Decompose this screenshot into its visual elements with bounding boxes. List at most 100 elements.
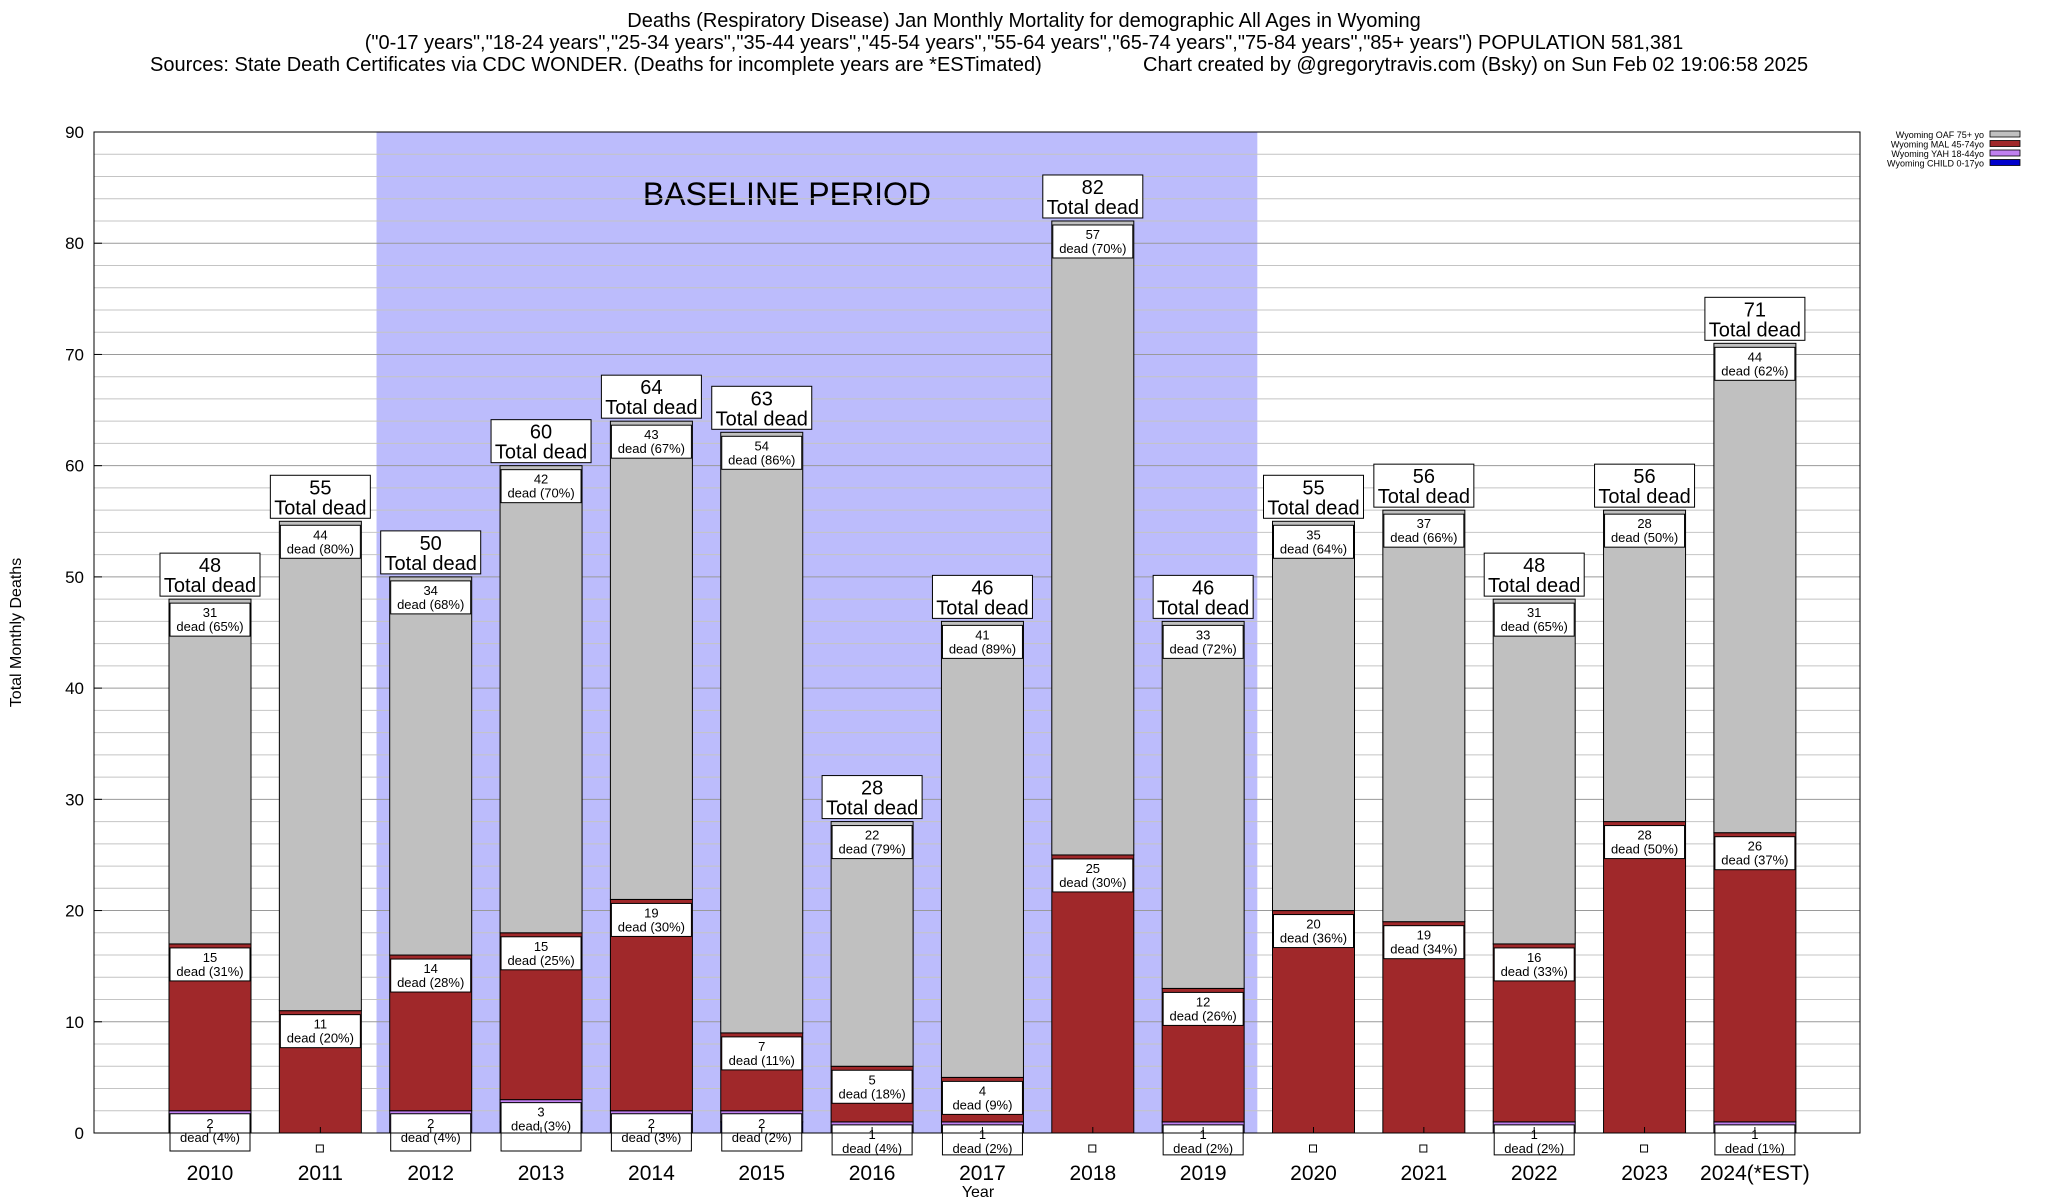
data-label-pct-middle-age: dead (30%) — [1059, 875, 1126, 890]
total-label-suffix: Total dead — [1378, 486, 1470, 508]
total-label-box — [931, 574, 1033, 619]
data-label-box-middle-age — [1714, 836, 1796, 871]
y-tick-label: 10 — [65, 1013, 84, 1032]
data-label-value-older: 44 — [313, 527, 327, 542]
data-label-box-middle-age — [390, 958, 472, 993]
data-label-value-older: 43 — [644, 427, 658, 442]
total-label-box — [380, 530, 482, 575]
data-label-box-older — [610, 424, 692, 459]
x-tick-label: 2023 — [1621, 1162, 1668, 1185]
total-label-box — [1704, 296, 1806, 341]
data-label-box-middle-age — [721, 1036, 803, 1071]
data-label-value-older: 57 — [1086, 227, 1100, 242]
data-label-box-middle-age — [1493, 947, 1575, 982]
data-label-pct-young: dead (4%) — [180, 1130, 240, 1145]
x-tick-label: 2014 — [628, 1162, 675, 1185]
data-label-value-older: 31 — [203, 605, 217, 620]
data-label-box-older — [500, 469, 582, 504]
empty-label-marker — [315, 1144, 324, 1153]
data-label-value-middle-age: 25 — [1086, 861, 1100, 876]
data-label-pct-older: dead (65%) — [1501, 619, 1568, 634]
bar-segment-older — [389, 576, 473, 956]
total-label-suffix: Total dead — [605, 397, 697, 419]
data-label-value-middle-age: 15 — [203, 950, 217, 965]
data-label-pct-middle-age: dead (34%) — [1390, 942, 1457, 957]
y-tick-label: 40 — [65, 679, 84, 698]
x-tick-label: 2016 — [849, 1162, 896, 1185]
total-label-suffix: Total dead — [1709, 319, 1801, 341]
data-label-box-middle-age — [1052, 858, 1134, 893]
data-label-value-young: 1 — [979, 1127, 986, 1142]
data-label-box-older — [721, 435, 803, 470]
chart-title: Deaths (Respiratory Disease) Jan Monthly… — [627, 10, 1421, 32]
bar-segment-older — [1051, 220, 1135, 856]
data-label-box-middle-age — [279, 1014, 361, 1049]
y-tick-label: 30 — [65, 790, 84, 809]
data-label-box-older — [831, 825, 913, 860]
data-label-box-middle-age — [831, 1069, 913, 1104]
data-label-box-middle-age — [1273, 914, 1354, 949]
total-label-value: 48 — [1523, 555, 1545, 577]
y-tick-label: 0 — [75, 1124, 84, 1143]
data-label-box-older — [1493, 602, 1575, 637]
data-label-value-older: 34 — [423, 583, 437, 598]
data-label-pct-young: dead (2%) — [732, 1130, 792, 1145]
data-label-value-middle-age: 14 — [423, 961, 437, 976]
y-tick-label: 70 — [65, 345, 84, 364]
total-label-suffix: Total dead — [274, 497, 366, 519]
x-axis-label: Year — [962, 1184, 995, 1200]
total-label-box — [1373, 463, 1475, 508]
data-label-pct-young: dead (2%) — [1504, 1141, 1564, 1156]
total-label-value: 46 — [1192, 577, 1214, 599]
data-label-pct-middle-age: dead (50%) — [1611, 842, 1678, 857]
data-label-pct-middle-age: dead (11%) — [729, 1053, 795, 1068]
total-label-suffix: Total dead — [495, 442, 587, 464]
data-label-pct-middle-age: dead (30%) — [618, 919, 685, 934]
data-label-pct-older: dead (89%) — [949, 641, 1016, 656]
data-label-value-older: 41 — [975, 627, 989, 642]
empty-label-marker — [1640, 1144, 1649, 1153]
x-tick-label: 2017 — [959, 1162, 1006, 1185]
data-label-box-older — [279, 524, 361, 559]
data-label-box-older — [169, 602, 251, 637]
data-label-box-older — [1273, 524, 1354, 559]
data-label-value-young: 1 — [868, 1127, 875, 1142]
bar-segment-older — [499, 465, 583, 934]
bar-segment-older — [1161, 620, 1245, 989]
legend-label: Wyoming MAL 45-74yo — [1891, 140, 1984, 150]
data-label-pct-young: dead (4%) — [842, 1141, 902, 1156]
x-tick-label: 2013 — [518, 1162, 565, 1185]
chart-subtitle: ("0-17 years","18-24 years","25-34 years… — [364, 32, 1684, 54]
y-tick-label: 60 — [65, 457, 84, 476]
total-label-value: 60 — [530, 422, 552, 444]
total-label-value: 48 — [199, 555, 221, 577]
total-label-box — [1152, 574, 1254, 619]
data-label-pct-older: dead (79%) — [838, 842, 905, 857]
data-label-value-middle-age: 7 — [758, 1039, 765, 1054]
data-label-box-middle-age — [169, 947, 251, 982]
total-label-suffix: Total dead — [385, 553, 477, 575]
data-label-box-middle-age — [1162, 991, 1244, 1026]
x-tick-label: 2018 — [1069, 1162, 1116, 1185]
x-tick-label: 2021 — [1400, 1162, 1447, 1185]
empty-label-marker — [1088, 1144, 1097, 1153]
total-label-suffix: Total dead — [716, 408, 808, 430]
data-label-pct-young: dead (4%) — [401, 1130, 461, 1145]
data-label-pct-young: dead (2%) — [952, 1141, 1012, 1156]
x-tick-label: 2012 — [407, 1162, 454, 1185]
y-tick-label: 20 — [65, 902, 84, 921]
data-label-value-middle-age: 15 — [534, 939, 548, 954]
total-label-box — [1594, 463, 1696, 508]
data-label-pct-older: dead (86%) — [728, 452, 795, 467]
bar-segment-older — [940, 620, 1024, 1078]
total-label-suffix: Total dead — [164, 575, 256, 597]
data-label-pct-older: dead (68%) — [397, 597, 464, 612]
legend-swatch — [1989, 159, 2021, 166]
data-label-box-older — [1383, 513, 1465, 548]
total-label-suffix: Total dead — [826, 798, 918, 820]
total-label-suffix: Total dead — [1598, 486, 1690, 508]
empty-label-marker — [1419, 1144, 1428, 1153]
total-label-value: 56 — [1633, 466, 1655, 488]
data-label-box-older — [941, 624, 1023, 659]
